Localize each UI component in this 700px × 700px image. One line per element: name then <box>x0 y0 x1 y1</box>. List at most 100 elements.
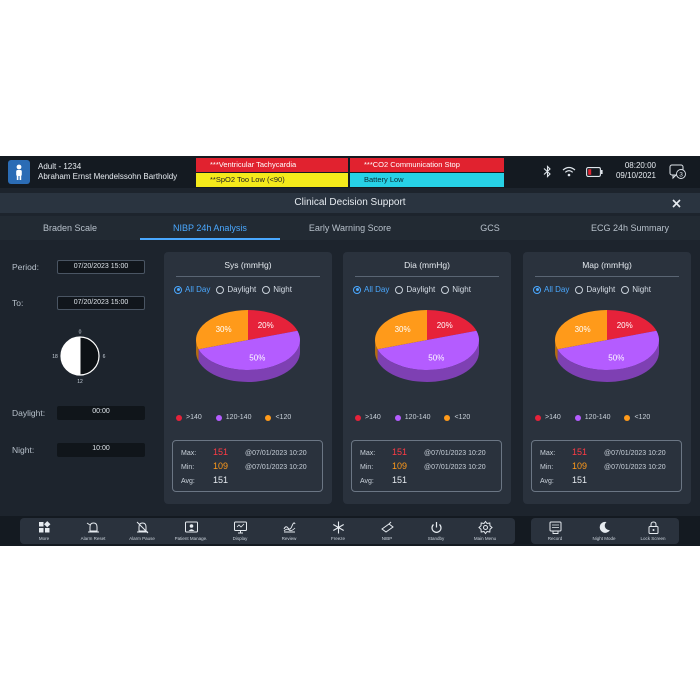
notification-icon[interactable]: 3 <box>669 164 687 185</box>
sys-radio-all-day[interactable]: All Day <box>174 285 210 294</box>
alarm-spo2-low[interactable]: **SpO2 Too Low (<90) <box>196 173 348 187</box>
period-field[interactable]: 07/20/2023 15:00 <box>57 260 145 274</box>
more-button[interactable]: More <box>20 518 68 544</box>
sys-legend: >140 120-140 <120 <box>176 414 291 421</box>
close-icon <box>671 198 681 208</box>
radio-label: All Day <box>364 285 390 294</box>
alarm-reset-icon <box>86 522 99 533</box>
to-field[interactable]: 07/20/2023 15:00 <box>57 296 145 310</box>
tab-gcs[interactable]: GCS <box>480 223 500 233</box>
radio-dot-icon <box>575 285 584 294</box>
legend-swatch-icon <box>624 414 631 421</box>
day-night-clock[interactable]: 0 6 12 18 <box>50 328 110 386</box>
alarm-reset-label: Alarm Reset <box>80 536 106 541</box>
tab-braden-scale[interactable]: Braden Scale <box>42 223 98 233</box>
legend-item: <120 <box>265 414 291 421</box>
freeze-button[interactable]: Freeze <box>314 518 362 544</box>
dia-range-selector: All Day Daylight Night <box>353 285 471 294</box>
pie-slice-120-140[interactable] <box>198 330 300 370</box>
pie-slice->140[interactable] <box>427 310 477 340</box>
nibp-label: NIBP <box>381 536 393 541</box>
tab-nibp-24h-analysis[interactable]: NIBP 24h Analysis <box>140 216 280 240</box>
pie-label->140: 20% <box>258 321 274 330</box>
display-button[interactable]: Display <box>216 518 264 544</box>
pie-slice-120-140[interactable] <box>377 330 479 370</box>
toolbar-right-group: Record Night Mode Lock Screen <box>531 518 679 544</box>
dia-title-divider <box>355 276 499 277</box>
nibp-button[interactable]: NIBP <box>363 518 411 544</box>
dia-radio-all-day[interactable]: All Day <box>353 285 389 294</box>
avg-value: 151 <box>213 475 229 485</box>
max-time: @07/01/2023 10:20 <box>424 450 486 457</box>
legend-swatch-icon <box>535 414 541 421</box>
clock-tick-0: 0 <box>79 330 82 336</box>
pie-label->140: 20% <box>437 321 453 330</box>
dia-legend: >140 120-140 <120 <box>355 414 470 421</box>
patient-info[interactable]: Adult - 1234 Abraham Ernst Mendelssohn B… <box>38 162 177 182</box>
patient-manage-label: Patient Manage. <box>174 536 208 541</box>
pie-slice-120-140[interactable] <box>557 330 659 370</box>
dia-radio-daylight[interactable]: Daylight <box>395 285 435 294</box>
max-time: @07/01/2023 10:20 <box>245 450 307 457</box>
pie-label-120-140: 50% <box>249 354 265 363</box>
clock-tick-12: 12 <box>77 379 83 385</box>
sys-radio-daylight[interactable]: Daylight <box>216 285 256 294</box>
sys-radio-night[interactable]: Night <box>262 285 292 294</box>
radio-dot-icon <box>533 285 541 294</box>
avg-row: Avg: 151 <box>181 475 245 485</box>
pie-slice->140[interactable] <box>607 310 657 340</box>
standby-button[interactable]: Standby <box>412 518 460 544</box>
pie-slice-<120[interactable] <box>375 310 427 350</box>
map-radio-night[interactable]: Night <box>621 285 651 294</box>
radio-label: Daylight <box>406 285 436 294</box>
tab-bar: Braden Scale NIBP 24h Analysis Early War… <box>0 216 700 240</box>
record-button[interactable]: Record <box>531 518 579 544</box>
radio-label: All Day <box>185 285 211 294</box>
toolbar-main-group: More Alarm Reset Alarm Pause Patient Man… <box>20 518 515 544</box>
patient-name: Abraham Ernst Mendelssohn Bartholdy <box>38 172 178 181</box>
main-menu-button[interactable]: Main Menu <box>461 518 509 544</box>
more-label: More <box>38 536 50 541</box>
status-bar: Adult - 1234 Abraham Ernst Mendelssohn B… <box>0 156 700 188</box>
alarm-battery-low[interactable]: Battery Low <box>350 173 504 187</box>
wifi-icon <box>562 166 576 177</box>
patient-manage-button[interactable]: Patient Manage. <box>167 518 215 544</box>
map-radio-daylight[interactable]: Daylight <box>575 285 615 294</box>
min-time: @07/01/2023 10:20 <box>245 464 307 471</box>
bottom-toolbar: More Alarm Reset Alarm Pause Patient Man… <box>0 516 700 546</box>
patient-icon[interactable] <box>8 160 30 184</box>
dia-radio-night[interactable]: Night <box>441 285 471 294</box>
alarm-ventricular-tachycardia[interactable]: ***Ventricular Tachycardia <box>196 158 348 172</box>
tab-ecg-24h-summary[interactable]: ECG 24h Summary <box>590 223 670 233</box>
alarm-co2-communication[interactable]: ***CO2 Communication Stop <box>350 158 504 172</box>
pie-label-120-140: 50% <box>428 354 444 363</box>
pie-slice-<120[interactable] <box>555 310 607 350</box>
sys-title-divider <box>176 276 320 277</box>
window-title: Clinical Decision Support <box>0 193 700 213</box>
review-button[interactable]: Review <box>265 518 313 544</box>
pie-side-<120 <box>555 340 558 362</box>
display-label: Display <box>232 536 248 541</box>
pie-label->140: 20% <box>617 321 633 330</box>
min-time: @07/01/2023 10:20 <box>424 464 486 471</box>
map-radio-all-day[interactable]: All Day <box>533 285 569 294</box>
daylight-field[interactable]: 00:00 <box>57 406 145 420</box>
min-row: Min: 109 @07/01/2023 10:20 <box>360 461 486 471</box>
pie-label-120-140: 50% <box>608 354 624 363</box>
close-button[interactable] <box>669 196 683 210</box>
pie-slice-<120[interactable] <box>196 310 248 350</box>
min-label: Min: <box>360 464 374 471</box>
review-icon <box>283 522 295 533</box>
min-label: Min: <box>181 464 195 471</box>
radio-label: Daylight <box>586 285 616 294</box>
lock-screen-button[interactable]: Lock Screen <box>629 518 677 544</box>
night-mode-button[interactable]: Night Mode <box>580 518 628 544</box>
time: 08:20:00 <box>624 161 656 170</box>
avg-label: Avg: <box>540 478 554 485</box>
tab-early-warning-score[interactable]: Early Warning Score <box>308 223 392 233</box>
alarm-reset-button[interactable]: Alarm Reset <box>69 518 117 544</box>
night-field[interactable]: 10:00 <box>57 443 145 457</box>
alarm-pause-button[interactable]: Alarm Pause <box>118 518 166 544</box>
night-mode-label: Night Mode <box>592 536 616 541</box>
pie-slice->140[interactable] <box>248 310 298 340</box>
